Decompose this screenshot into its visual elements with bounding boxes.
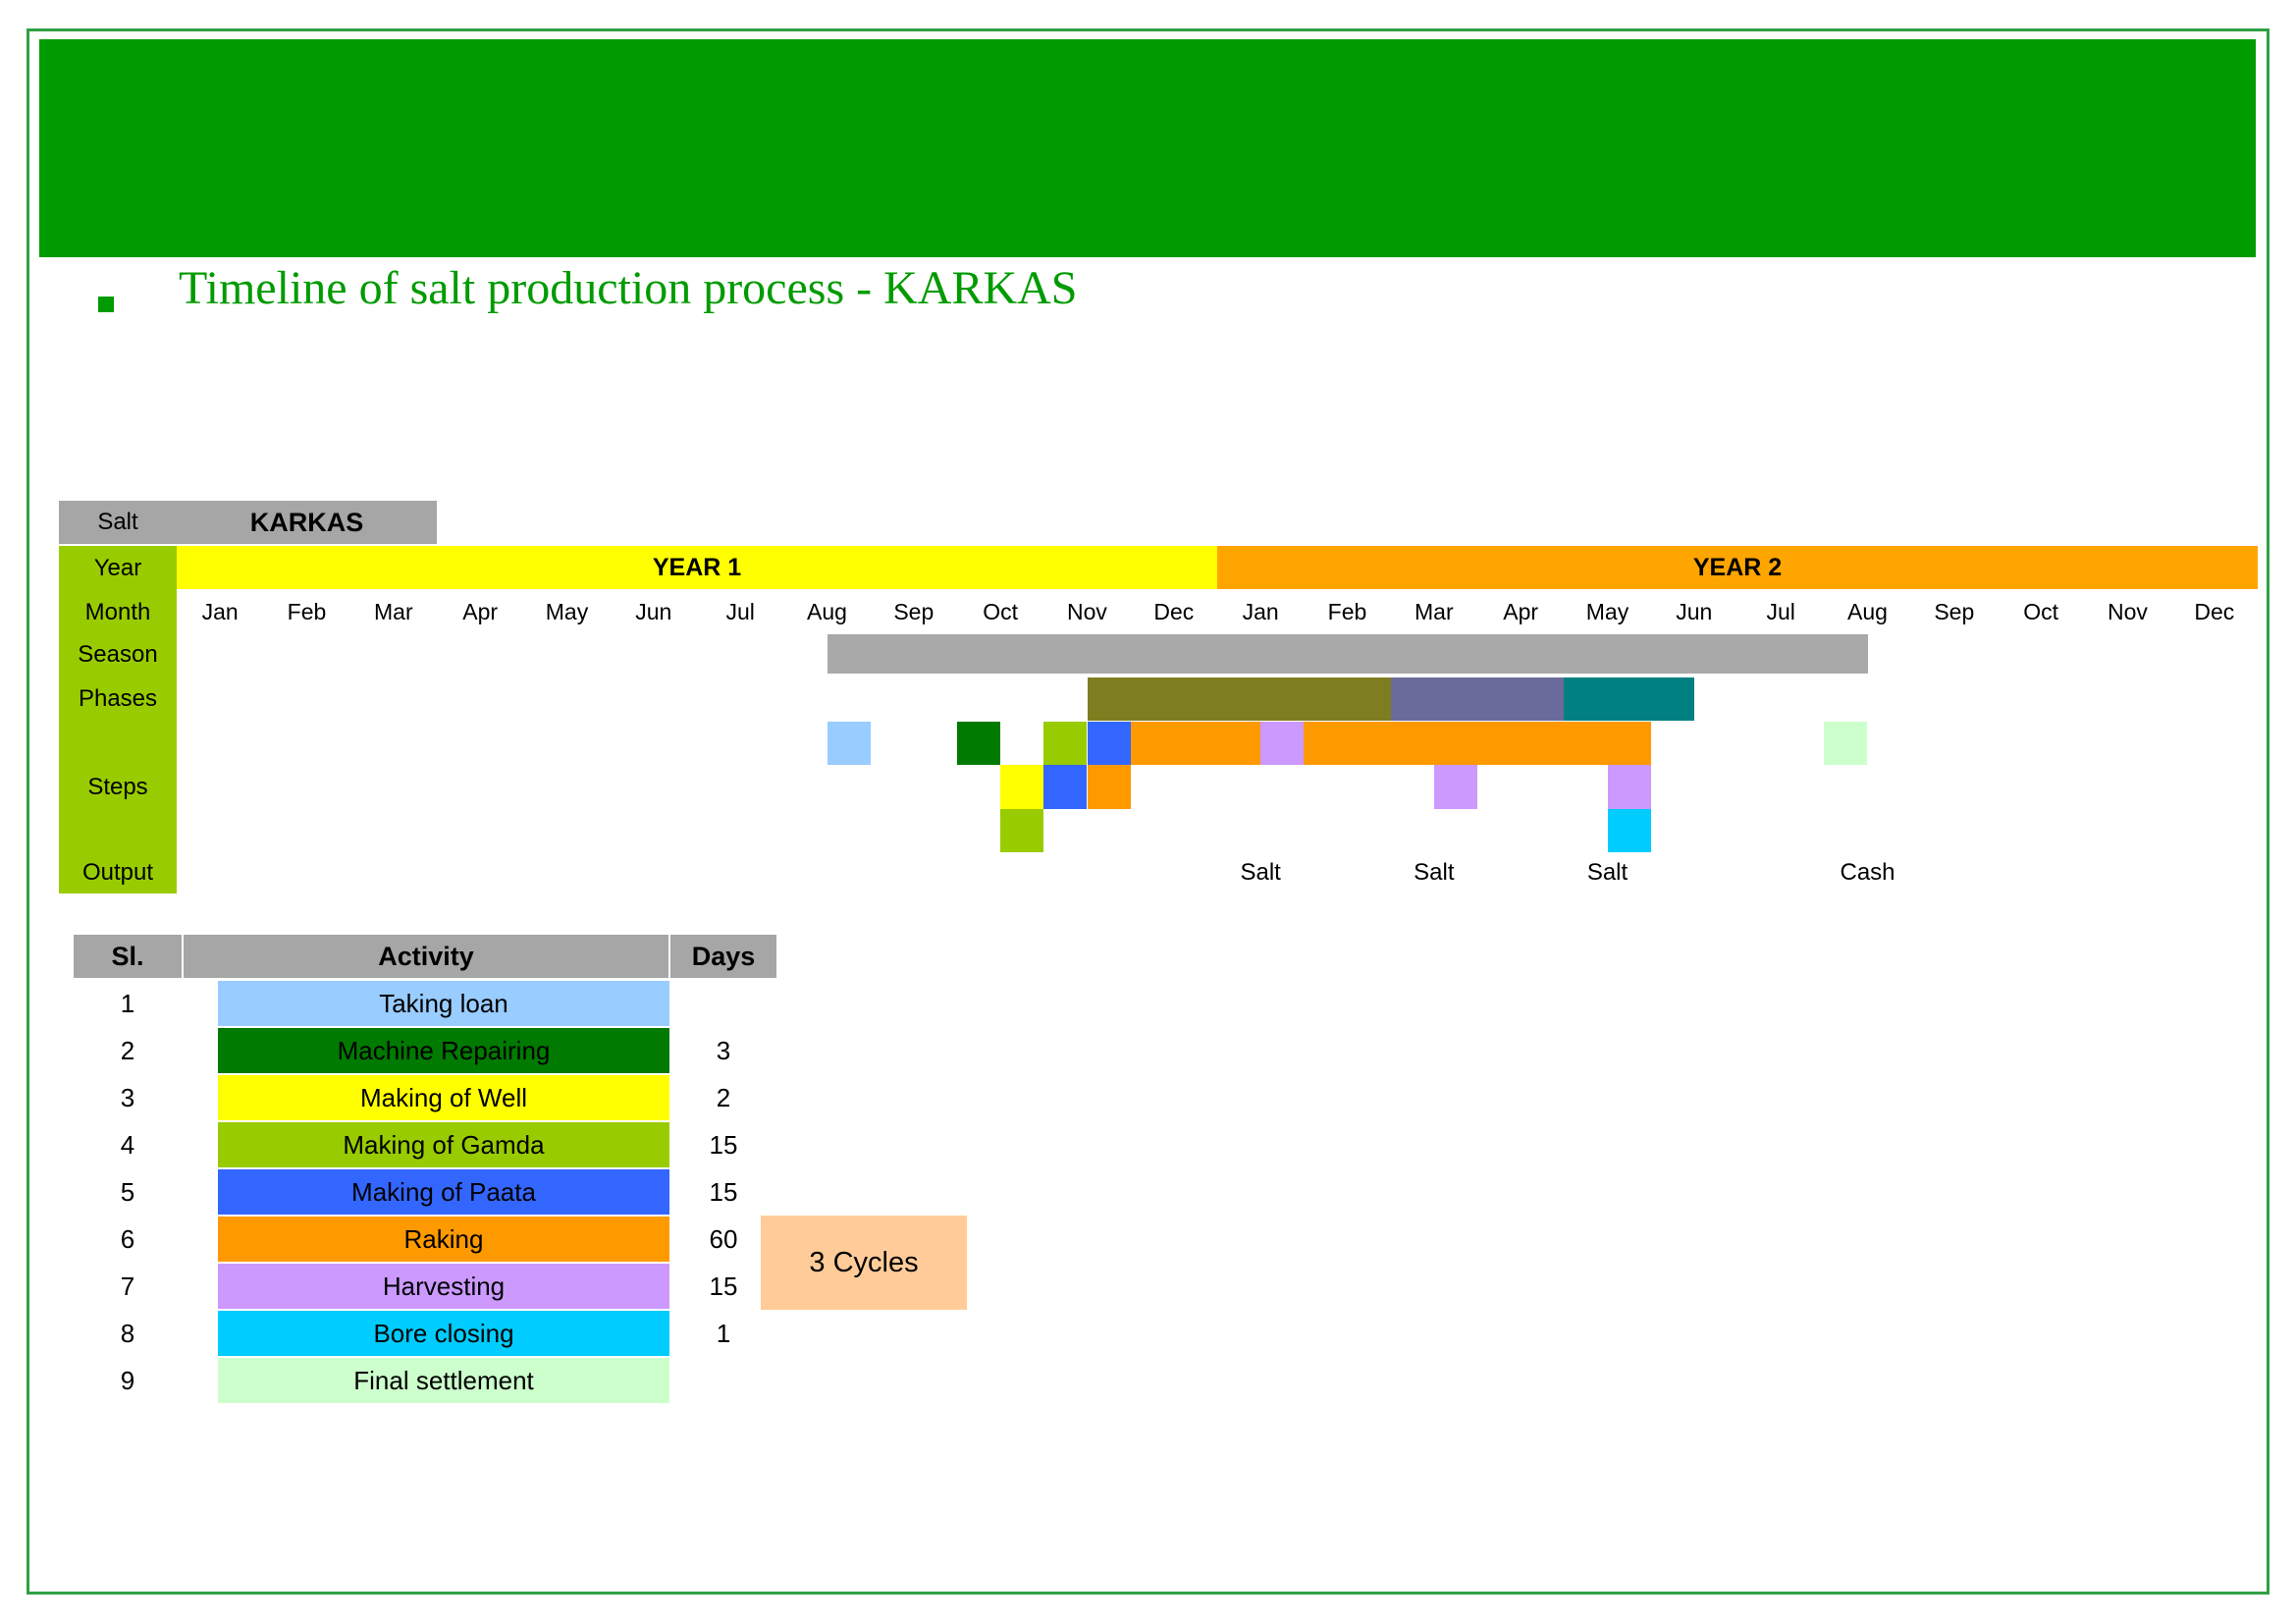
step-making-of-gamda bbox=[1043, 722, 1088, 766]
month-label: Feb bbox=[1327, 599, 1367, 624]
legend-activity: Making of Paata bbox=[218, 1168, 669, 1216]
step-harvesting bbox=[1433, 765, 1477, 809]
salt-type-value: KARKAS bbox=[177, 501, 437, 544]
legend-days: 15 bbox=[709, 1129, 738, 1160]
month-label: Jun bbox=[1676, 599, 1713, 624]
legend-days: 15 bbox=[709, 1271, 738, 1301]
step-making-of-paata bbox=[1087, 722, 1131, 766]
phase-bar-3 bbox=[1564, 677, 1694, 721]
row-label-month: Month bbox=[59, 591, 177, 633]
year-bar-1: YEAR 1 bbox=[177, 546, 1217, 589]
legend-activity: Making of Gamda bbox=[218, 1121, 669, 1168]
step-making-of-gamda bbox=[1000, 808, 1044, 852]
month-label: Aug bbox=[1847, 599, 1888, 624]
legend-sl: 2 bbox=[120, 1035, 135, 1065]
legend-days: 2 bbox=[716, 1082, 731, 1112]
step-raking bbox=[1087, 765, 1131, 809]
legend-days: 3 bbox=[716, 1035, 731, 1065]
season-bar bbox=[827, 634, 1868, 674]
output-label: Salt bbox=[1586, 859, 1629, 886]
step-machine-repairing bbox=[957, 722, 1001, 766]
legend-header-sl: Sl. bbox=[74, 935, 182, 978]
phase-bar-2 bbox=[1390, 677, 1565, 721]
row-label-phases: Phases bbox=[59, 676, 177, 722]
step-bore-closing bbox=[1607, 808, 1651, 852]
month-label: Aug bbox=[807, 599, 847, 624]
legend-days: 60 bbox=[709, 1223, 738, 1254]
month-label: Apr bbox=[462, 599, 499, 624]
bullet-icon bbox=[98, 297, 114, 312]
month-label: Mar bbox=[374, 599, 413, 624]
legend-sl: 9 bbox=[120, 1365, 135, 1395]
legend-activity: Harvesting bbox=[218, 1263, 669, 1310]
month-label: Dec bbox=[1153, 599, 1195, 624]
legend-sl: 7 bbox=[120, 1271, 135, 1301]
month-label: Jan bbox=[1242, 599, 1279, 624]
legend-sl: 5 bbox=[120, 1176, 135, 1207]
legend-activity: Bore closing bbox=[218, 1310, 669, 1357]
legend-sl: 1 bbox=[120, 988, 135, 1018]
month-label: Sep bbox=[893, 599, 934, 624]
salt-type-label: Salt bbox=[59, 501, 177, 544]
legend-days: 15 bbox=[709, 1176, 738, 1207]
legend-sl: 4 bbox=[120, 1129, 135, 1160]
month-label: Feb bbox=[287, 599, 327, 624]
output-label: Salt bbox=[1240, 859, 1281, 886]
month-label: May bbox=[545, 599, 589, 624]
month-label: Mar bbox=[1415, 599, 1454, 624]
month-label: Oct bbox=[983, 599, 1019, 624]
month-label: Oct bbox=[2023, 599, 2059, 624]
slide-border bbox=[27, 28, 2269, 1595]
month-label: Nov bbox=[1067, 599, 1107, 624]
month-label: Jul bbox=[725, 599, 755, 624]
legend-activity: Making of Well bbox=[218, 1074, 669, 1121]
row-label-steps: Steps bbox=[59, 722, 177, 852]
month-label: Jan bbox=[201, 599, 239, 624]
legend-sl: 3 bbox=[120, 1082, 135, 1112]
legend-activity: Raking bbox=[218, 1216, 669, 1263]
row-label-year: Year bbox=[59, 546, 177, 591]
legend-activity: Taking loan bbox=[218, 980, 669, 1027]
legend-days: 1 bbox=[716, 1318, 731, 1348]
step-making-of-well bbox=[1000, 765, 1044, 809]
step-making-of-paata bbox=[1043, 765, 1088, 809]
legend-sl: 8 bbox=[120, 1318, 135, 1348]
year-bar-2: YEAR 2 bbox=[1217, 546, 2258, 589]
step-harvesting bbox=[1260, 722, 1305, 766]
output-label: Salt bbox=[1414, 859, 1455, 886]
legend-header-days: Days bbox=[670, 935, 776, 978]
step-raking bbox=[1304, 722, 1651, 766]
month-label: Dec bbox=[2194, 599, 2235, 624]
month-label: Apr bbox=[1503, 599, 1539, 624]
step-final-settlement bbox=[1824, 722, 1868, 766]
header-banner bbox=[39, 39, 2256, 257]
step-raking bbox=[1130, 722, 1261, 766]
month-label: Jul bbox=[1766, 599, 1795, 624]
month-label: Jun bbox=[635, 599, 672, 624]
step-taking-loan bbox=[827, 722, 871, 766]
legend-sl: 6 bbox=[120, 1223, 135, 1254]
legend-header-activity: Activity bbox=[184, 935, 668, 978]
output-label: Cash bbox=[1840, 859, 1896, 886]
cycles-note: 3 Cycles bbox=[761, 1216, 967, 1310]
month-label: Nov bbox=[2108, 599, 2148, 624]
row-label-output: Output bbox=[59, 852, 177, 893]
phase-bar-1 bbox=[1087, 677, 1391, 721]
legend-activity: Machine Repairing bbox=[218, 1027, 669, 1074]
step-harvesting bbox=[1607, 765, 1651, 809]
legend-activity: Final settlement bbox=[218, 1357, 669, 1404]
month-label: May bbox=[1585, 599, 1629, 624]
slide-title: Timeline of salt production process - KA… bbox=[179, 262, 1078, 314]
row-label-season: Season bbox=[59, 633, 177, 676]
month-label: Sep bbox=[1934, 599, 1975, 624]
